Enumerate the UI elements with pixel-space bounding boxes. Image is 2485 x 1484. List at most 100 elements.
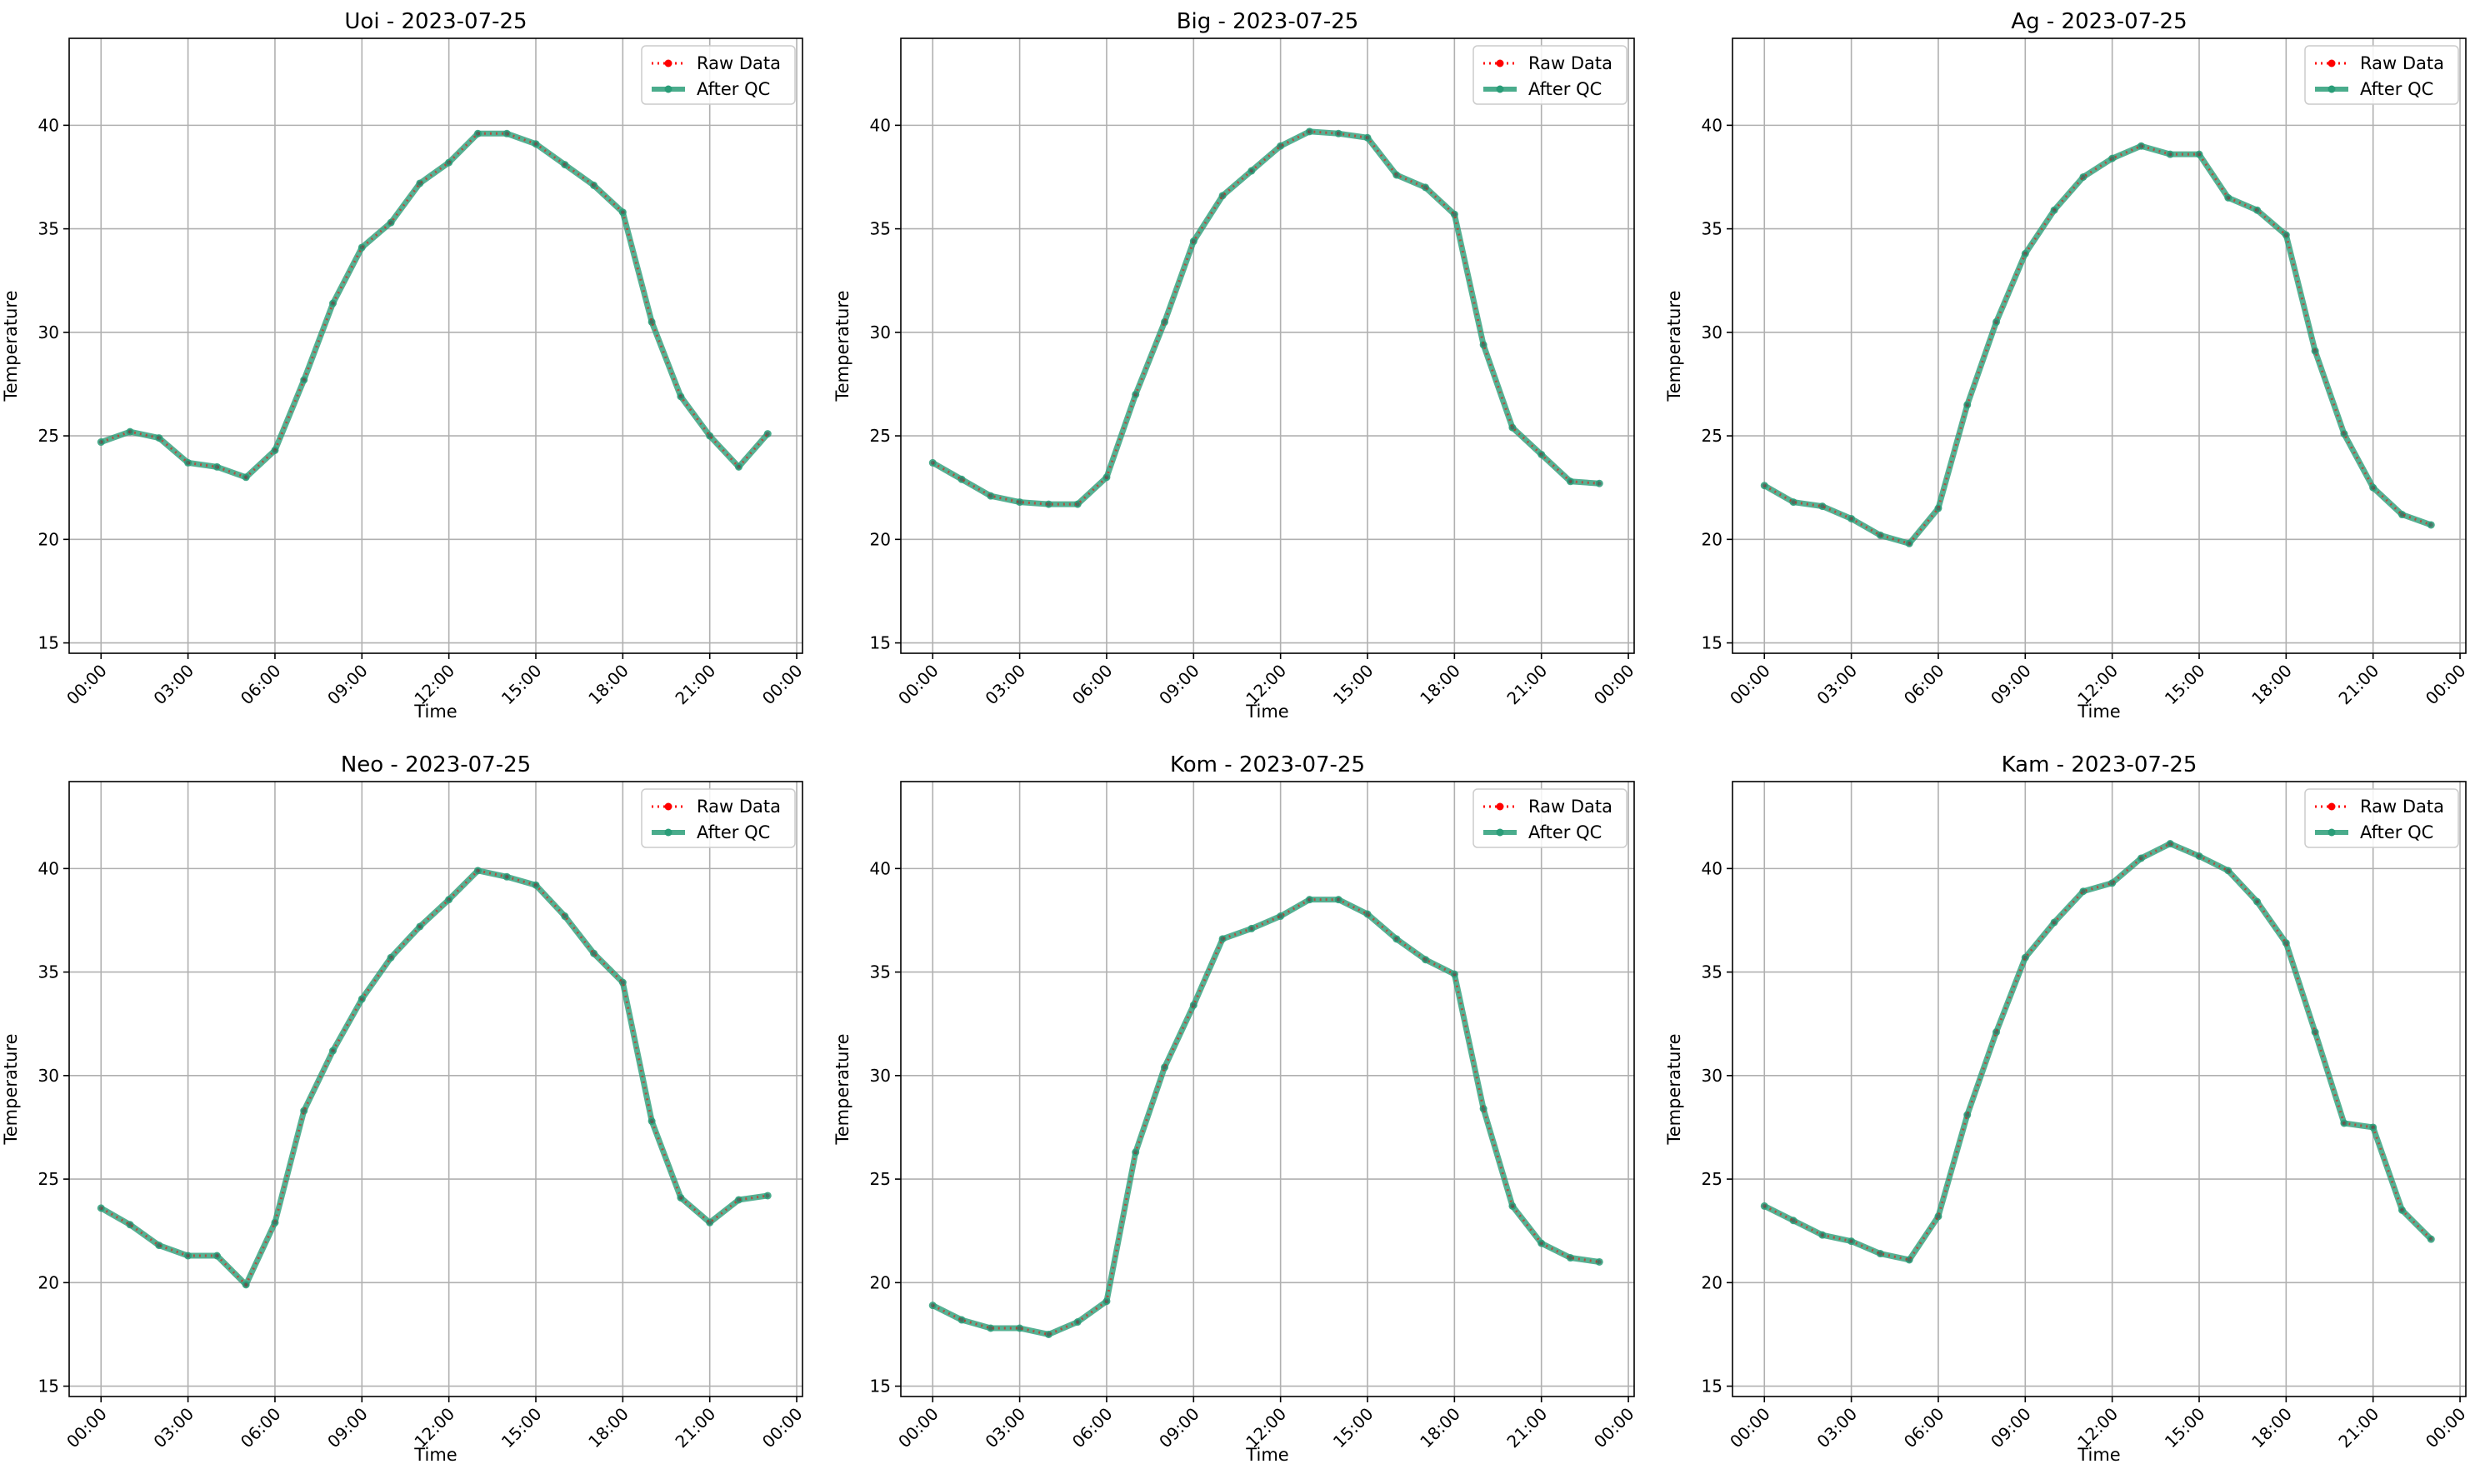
x-tick-label: 09:00 [323, 661, 372, 709]
raw-data-point [736, 1197, 741, 1202]
legend-label-after-qc: After QC [1528, 822, 1602, 842]
x-tick-label: 15:00 [498, 1404, 546, 1452]
raw-data-point [1849, 516, 1854, 521]
raw-data-point [186, 460, 191, 465]
raw-data-point [1249, 926, 1254, 931]
raw-data-point [765, 432, 770, 437]
raw-data-point [930, 1303, 935, 1308]
x-tick-label: 06:00 [1900, 1404, 1948, 1452]
raw-data-point [2342, 432, 2347, 437]
raw-data-point [592, 951, 597, 956]
raw-data-point [2052, 207, 2057, 212]
x-axis-label: Time [1245, 702, 1288, 722]
raw-data-point [533, 142, 538, 147]
raw-data-point [2428, 522, 2433, 527]
y-tick-label: 15 [870, 1377, 891, 1397]
series-line-raw-data [100, 132, 769, 479]
raw-data-point [359, 245, 364, 250]
y-axis-label: Temperature [1, 290, 21, 402]
y-tick-label: 25 [38, 426, 59, 446]
raw-data-point [1220, 193, 1225, 198]
legend: Raw Data After QC [2304, 45, 2459, 105]
raw-data-point [2168, 842, 2172, 847]
raw-data-point [678, 394, 683, 399]
chart-panel: 00:00 03:00 06:00 09:00 12:00 15:00 18:00 21:00… [1664, 9, 2470, 722]
raw-data-point [1423, 957, 1428, 962]
series-line-raw-data [1763, 144, 2432, 546]
y-tick-label: 25 [38, 1169, 59, 1189]
raw-data-point [2371, 1125, 2376, 1130]
raw-data-point [1820, 1232, 1825, 1237]
raw-data-point [988, 493, 993, 498]
y-axis-label: Temperature [832, 290, 852, 402]
raw-data-point [649, 1119, 654, 1124]
raw-data-point [2052, 920, 2057, 925]
raw-data-point [1336, 131, 1341, 136]
legend-label-after-qc: After QC [2360, 79, 2433, 99]
legend-marker-raw-data [664, 802, 672, 811]
x-tick-label: 00:00 [62, 1404, 111, 1452]
raw-data-point [1849, 1239, 1854, 1244]
raw-data-point [1220, 937, 1225, 942]
raw-data-point [2428, 1237, 2433, 1242]
raw-data-point [2138, 143, 2143, 148]
raw-data-point [1278, 914, 1283, 919]
chart-title: Uoi - 2023-07-25 [344, 9, 527, 34]
y-tick-label: 30 [38, 322, 59, 342]
x-tick-label: 00:00 [1726, 661, 1774, 709]
raw-data-point [302, 1108, 307, 1113]
raw-data-point [1820, 504, 1825, 509]
x-tick-label: 00:00 [1590, 661, 1638, 709]
raw-data-point [418, 181, 422, 186]
raw-data-point [504, 874, 509, 879]
y-tick-label: 20 [870, 529, 891, 549]
series-line-raw-data [932, 898, 1600, 1337]
raw-data-point [1133, 392, 1138, 397]
raw-data-point [1394, 937, 1399, 942]
raw-data-point [2371, 485, 2376, 490]
raw-data-point [2399, 512, 2404, 517]
y-tick-label: 15 [38, 633, 59, 653]
grid [1732, 782, 2466, 1397]
legend: Raw Data After QC [1472, 45, 1628, 105]
x-tick-label: 00:00 [2422, 1404, 2470, 1452]
raw-data-point [1936, 506, 1941, 511]
raw-data-point [930, 460, 935, 465]
chart-title: Neo - 2023-07-25 [341, 752, 531, 777]
x-tick-label: 21:00 [672, 1404, 720, 1452]
y-tick-label: 15 [1702, 1377, 1722, 1397]
raw-data-point [2197, 853, 2202, 858]
raw-data-point [708, 433, 712, 438]
series-line-after-qc [1762, 841, 2433, 1263]
raw-data-point [272, 447, 278, 452]
x-tick-label: 09:00 [1987, 661, 2035, 709]
raw-data-point [186, 1253, 191, 1258]
raw-data-point [1762, 483, 1767, 488]
legend-label-raw-data: Raw Data [2360, 797, 2444, 817]
x-tick-label: 18:00 [1416, 1404, 1464, 1452]
raw-data-point [1046, 502, 1051, 507]
grid [69, 38, 802, 653]
legend-label-raw-data: Raw Data [2360, 53, 2444, 73]
legend-marker-raw-data [1496, 802, 1504, 811]
x-axis-label: Time [413, 702, 457, 722]
raw-data-point [1597, 481, 1602, 486]
y-tick-label: 20 [1702, 529, 1722, 549]
raw-data-point [1365, 912, 1370, 917]
legend-marker-after-qc [2328, 828, 2336, 837]
raw-data-point [302, 377, 307, 382]
y-tick-label: 25 [870, 426, 891, 446]
raw-data-point [1878, 1252, 1882, 1257]
chart-panel: 00:00 03:00 06:00 09:00 12:00 15:00 18:00 21:00… [832, 9, 1638, 722]
raw-data-point [1597, 1259, 1602, 1264]
y-tick-label: 40 [870, 858, 891, 878]
legend-marker-after-qc [2328, 85, 2336, 93]
raw-data-point [765, 1193, 770, 1198]
legend-label-raw-data: Raw Data [697, 53, 781, 73]
x-tick-label: 15:00 [1329, 1404, 1378, 1452]
legend-label-after-qc: After QC [697, 79, 770, 99]
raw-data-point [592, 182, 597, 187]
raw-data-point [2110, 156, 2115, 161]
x-tick-label: 00:00 [2422, 661, 2470, 709]
legend: Raw Data After QC [641, 788, 796, 848]
